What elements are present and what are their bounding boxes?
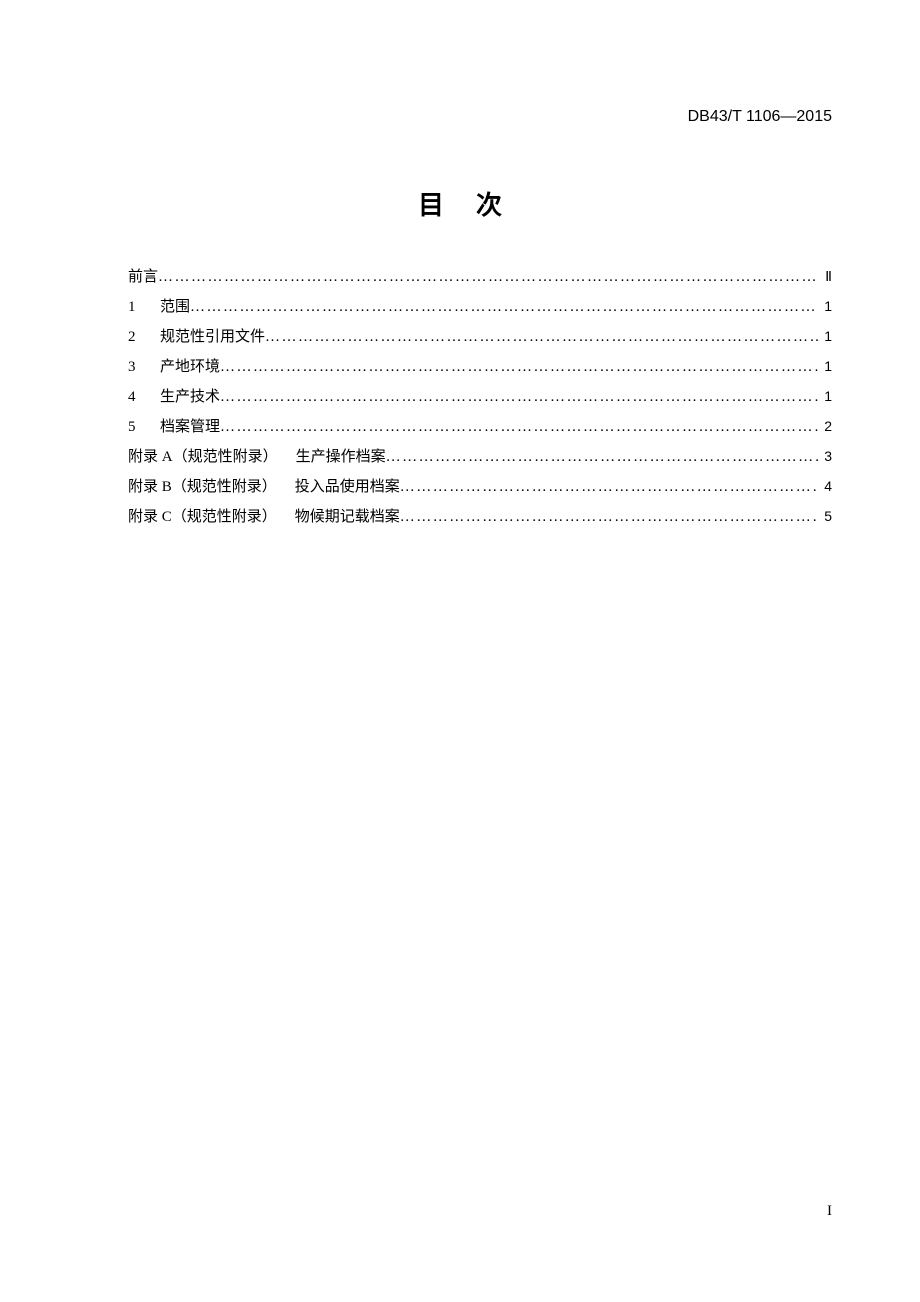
toc-leader: ……………………………………………………………………………………………………………	[190, 293, 818, 322]
toc-page: 1	[818, 322, 832, 351]
toc-label: 物候期记载档案	[295, 503, 400, 532]
toc-label: 前言	[128, 263, 158, 292]
toc-label: 生产技术	[160, 383, 220, 412]
toc-label: 产地环境	[160, 353, 220, 382]
toc-appendix-b: 附录 B（规范性附录） 投入品使用档案 ………………………………………………………	[128, 472, 832, 502]
page-title: 目次	[0, 185, 920, 222]
toc-number: 4	[128, 383, 160, 412]
toc-number: 2	[128, 323, 160, 352]
toc-appendix-prefix: 附录 C（规范性附录）	[128, 503, 277, 532]
toc-page: 3	[818, 442, 832, 471]
toc-page: 2	[818, 412, 832, 441]
toc-leader: ……………………………………………………………………………………………………………	[220, 383, 818, 412]
toc-appendix-c: 附录 C（规范性附录） 物候期记载档案 ………………………………………………………	[128, 502, 832, 532]
toc-entry-5: 5 档案管理 …………………………………………………………………………………………	[128, 412, 832, 442]
toc-leader: ……………………………………………………………………………………………………………	[386, 443, 819, 472]
toc-leader: ……………………………………………………………………………………………………………	[158, 263, 819, 292]
toc-entry-1: 1 范围 ………………………………………………………………………………………………	[128, 292, 832, 322]
toc-leader: ……………………………………………………………………………………………………………	[220, 353, 818, 382]
toc-label: 规范性引用文件	[160, 323, 265, 352]
toc-number: 1	[128, 293, 160, 322]
toc-entry-2: 2 规范性引用文件 …………………………………………………………………………………	[128, 322, 832, 352]
toc-leader: ……………………………………………………………………………………………………………	[265, 323, 818, 352]
toc-appendix-a: 附录 A（规范性附录） 生产操作档案 …………………………………………………………	[128, 442, 832, 472]
toc-leader: ……………………………………………………………………………………………………………	[400, 473, 818, 502]
toc-leader: ……………………………………………………………………………………………………………	[220, 413, 818, 442]
toc-label: 范围	[160, 293, 190, 322]
toc-label: 生产操作档案	[296, 443, 386, 472]
table-of-contents: 前言 ……………………………………………………………………………………………………	[128, 262, 832, 532]
toc-entry-4: 4 生产技术 …………………………………………………………………………………………	[128, 382, 832, 412]
document-code: DB43/T 1106—2015	[688, 108, 832, 126]
toc-label: 投入品使用档案	[295, 473, 400, 502]
toc-page: Ⅱ	[819, 262, 832, 291]
toc-page: 1	[818, 352, 832, 381]
toc-leader: ……………………………………………………………………………………………………………	[400, 503, 818, 532]
page-number: I	[827, 1203, 832, 1220]
toc-label: 档案管理	[160, 413, 220, 442]
toc-entry-3: 3 产地环境 …………………………………………………………………………………………	[128, 352, 832, 382]
toc-appendix-prefix: 附录 A（规范性附录）	[128, 443, 278, 472]
toc-number: 5	[128, 413, 160, 442]
toc-page: 1	[818, 292, 832, 321]
toc-number: 3	[128, 353, 160, 382]
toc-appendix-prefix: 附录 B（规范性附录）	[128, 473, 277, 502]
toc-entry-foreword: 前言 ……………………………………………………………………………………………………	[128, 262, 832, 292]
toc-page: 1	[818, 382, 832, 411]
toc-page: 4	[818, 472, 832, 501]
toc-page: 5	[818, 502, 832, 531]
